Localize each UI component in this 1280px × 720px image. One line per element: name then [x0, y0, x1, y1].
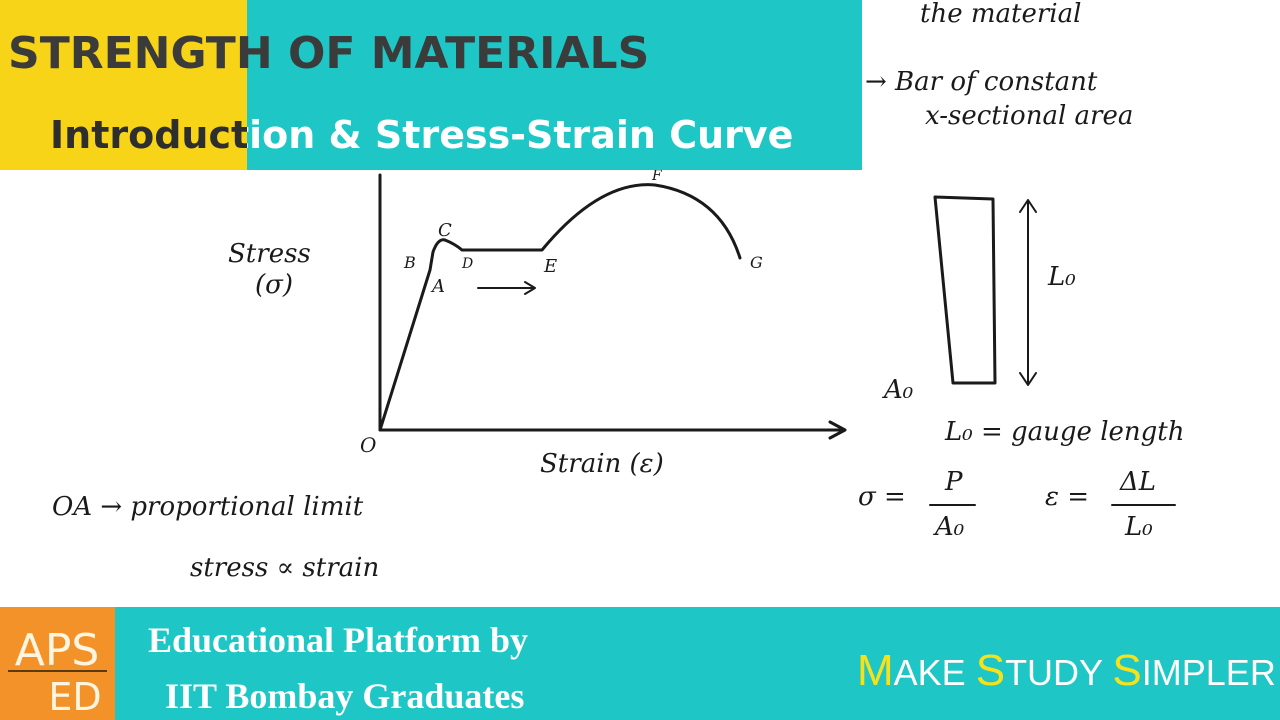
banner-yellow [0, 0, 247, 170]
formula: A₀ [933, 512, 965, 542]
point-label: G [750, 253, 763, 272]
axis-label: Strain (ε) [540, 449, 664, 479]
note: L₀ [1047, 262, 1076, 292]
logo: APS [15, 625, 100, 676]
note: the material [920, 0, 1081, 29]
point-label: B [403, 253, 416, 272]
formula: σ = [858, 482, 906, 512]
stress-strain-curve [378, 183, 742, 432]
note: A₀ [882, 375, 914, 405]
title: STRENGTH OF MATERIALS [8, 28, 649, 79]
tagline-part: S [976, 646, 1005, 695]
banner-teal [247, 0, 862, 170]
axis-label: (σ) [255, 270, 293, 300]
platform: Educational Platform by [148, 620, 528, 660]
subtitle: Introduction & Stress-Strain Curve [50, 113, 793, 157]
axes [378, 173, 847, 440]
note: OA → proportional limit [52, 492, 364, 522]
tagline-part: M [857, 646, 894, 695]
arrow [477, 281, 536, 295]
length-arrow [1019, 199, 1037, 386]
header-banner: STRENGTH OF MATERIALS Introduction & Str… [0, 0, 862, 170]
logo: ED [48, 675, 101, 719]
point-label: D [461, 256, 473, 272]
formula: L₀ [1124, 512, 1153, 542]
platform: IIT Bombay Graduates [165, 676, 524, 716]
note: → Bar of constant [865, 67, 1098, 97]
axis-label: Stress [228, 239, 311, 269]
note: L₀ = gauge length [944, 417, 1184, 447]
tagline-part: AKE [894, 652, 976, 693]
tagline: MAKE STUDY SIMPLER !!! [857, 646, 1280, 695]
subtitle: Introduction & Stress-Strain Curve [50, 113, 793, 157]
formula: ΔL [1119, 467, 1156, 497]
origin: O [360, 433, 376, 457]
footer-bar [0, 607, 1280, 720]
tagline-part: IMPLER !!! [1142, 652, 1280, 693]
footer: APS ED Educational Platform by IIT Bomba… [0, 607, 1280, 720]
note: x-sectional area [925, 101, 1133, 131]
formula: ε = [1045, 482, 1089, 512]
tagline-part: TUDY [1005, 652, 1112, 693]
note: stress ∝ strain [190, 553, 379, 583]
specimen [933, 195, 997, 385]
point-label: E [543, 256, 557, 277]
formula: P [944, 467, 963, 497]
tagline-part: S [1112, 646, 1141, 695]
whiteboard: the material → Bar of constant x-section… [52, 0, 1184, 583]
point-label: C [438, 220, 452, 241]
logo-box [0, 607, 115, 720]
point-label: F [651, 168, 663, 184]
point-label: A [430, 276, 445, 297]
